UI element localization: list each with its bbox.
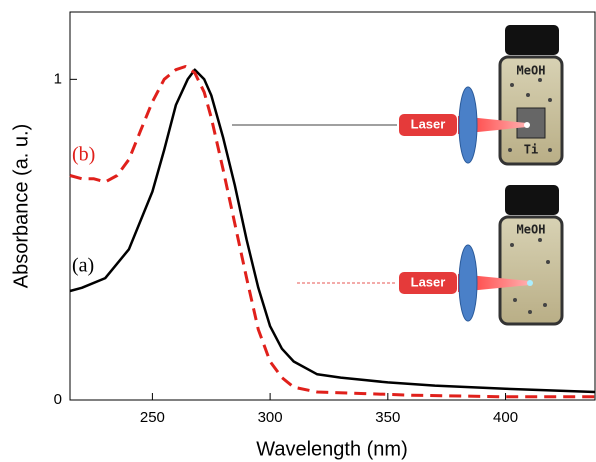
y-axis-label: Absorbance (a. u.) bbox=[10, 124, 32, 289]
x-tick-label: 350 bbox=[375, 409, 400, 426]
annotation: MeOH bbox=[517, 223, 546, 237]
x-tick-label: 400 bbox=[493, 409, 518, 426]
y-tick-label: 1 bbox=[54, 70, 62, 87]
series-line bbox=[69, 65, 595, 399]
series-line bbox=[69, 68, 596, 394]
x-tick-label: 300 bbox=[258, 409, 283, 426]
y-tick-label: 0 bbox=[54, 391, 62, 408]
series-label: (b) bbox=[72, 144, 95, 166]
x-tick-label: 250 bbox=[140, 409, 165, 426]
annotation: Laser bbox=[411, 116, 446, 131]
annotation: Laser bbox=[411, 274, 446, 289]
series-label: (a) bbox=[72, 255, 94, 277]
annotation: MeOH bbox=[517, 64, 546, 78]
x-axis-label: Wavelength (nm) bbox=[256, 438, 408, 460]
plot-frame bbox=[69, 11, 596, 401]
annotation: Ti bbox=[524, 143, 538, 157]
illustration bbox=[397, 25, 564, 326]
